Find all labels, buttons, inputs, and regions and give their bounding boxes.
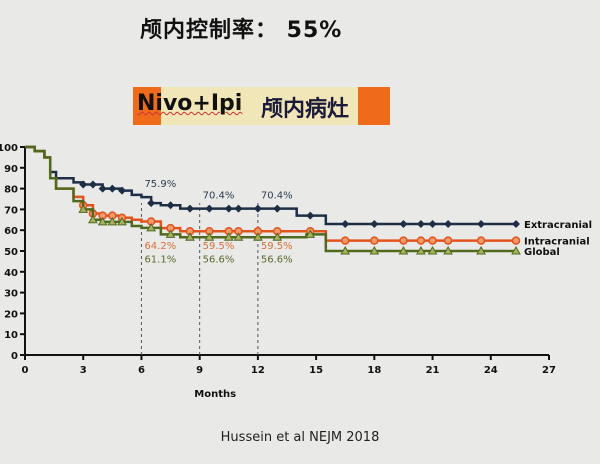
y-tick-label: 30 — [4, 289, 18, 300]
censor-marker — [340, 236, 350, 245]
slide-title: 颅内控制率： 55% — [140, 18, 343, 43]
censor-marker — [398, 245, 409, 255]
censor-marker — [428, 236, 437, 245]
censor-marker — [147, 199, 156, 208]
series-line-global — [25, 145, 517, 253]
censor-marker — [427, 245, 438, 255]
censor-marker — [253, 232, 263, 241]
censor-marker — [166, 201, 175, 210]
annotation-label: 61.1% — [144, 254, 176, 265]
censor-marker — [416, 219, 425, 228]
censor-marker — [117, 216, 127, 226]
censor-marker — [97, 216, 108, 226]
annotation-label: 70.4% — [203, 191, 235, 202]
y-tick-label: 80 — [4, 185, 18, 196]
y-tick-label: 50 — [4, 247, 18, 258]
censor-marker — [165, 229, 176, 238]
censor-marker — [98, 184, 107, 193]
legend-label-extracranial: Extracranial — [524, 220, 592, 231]
x-axis-title: Months — [194, 389, 236, 400]
annotation-label: 56.6% — [203, 254, 235, 265]
censor-marker — [399, 236, 408, 245]
x-tick-label: 0 — [22, 365, 29, 376]
censor-marker — [273, 204, 282, 213]
legend-label-intracranial: Intracranial — [524, 237, 590, 248]
censor-marker — [370, 236, 379, 245]
censor-marker — [476, 245, 486, 255]
censor-marker — [224, 204, 233, 213]
censor-marker — [185, 204, 194, 213]
banner-treatment: Nivo+Ipi — [137, 91, 243, 116]
censor-marker — [511, 236, 521, 245]
banner-subject: 颅内病灶 — [261, 97, 350, 122]
censor-marker — [272, 232, 283, 241]
censor-marker — [399, 219, 408, 228]
y-tick-label: 10 — [4, 330, 18, 341]
censor-marker — [476, 236, 486, 245]
censor-marker — [443, 245, 453, 255]
y-tick-label: 40 — [4, 268, 18, 279]
censor-marker — [305, 229, 316, 238]
x-tick-label: 15 — [309, 365, 323, 376]
citation: Hussein et al NEJM 2018 — [220, 430, 380, 445]
y-tick-label: 20 — [4, 309, 18, 320]
censor-marker — [88, 214, 98, 224]
x-tick-label: 6 — [138, 365, 145, 376]
x-tick-label: 21 — [426, 365, 440, 376]
annotation-label: 64.2% — [144, 241, 176, 252]
censor-marker — [79, 180, 88, 189]
censor-marker — [369, 245, 380, 255]
censor-marker — [416, 236, 426, 245]
censor-marker — [444, 219, 453, 228]
censor-marker — [204, 232, 215, 241]
y-tick-label: 70 — [4, 205, 18, 216]
censor-marker — [477, 219, 486, 228]
censor-marker — [370, 219, 379, 228]
censor-marker — [118, 186, 127, 195]
censor-marker — [223, 232, 234, 241]
censor-marker — [107, 216, 118, 226]
censor-marker — [443, 236, 453, 245]
y-tick-label: 60 — [4, 226, 18, 237]
x-tick-label: 9 — [196, 365, 203, 376]
censor-marker — [512, 219, 521, 228]
x-tick-label: 24 — [484, 365, 498, 376]
legend-label-global: Global — [524, 247, 560, 258]
x-tick-label: 3 — [80, 365, 87, 376]
y-tick-label: 90 — [4, 164, 18, 175]
annotation-label: 56.6% — [261, 254, 293, 265]
censor-marker — [78, 204, 89, 213]
censor-marker — [108, 184, 117, 193]
censor-marker — [428, 219, 437, 228]
banner-accent-left — [133, 87, 161, 125]
annotation-label: 59.5% — [203, 241, 235, 252]
x-tick-label: 18 — [367, 365, 381, 376]
banner-accent-right — [358, 87, 390, 125]
censor-marker — [253, 204, 262, 213]
censor-marker — [88, 180, 97, 189]
censor-marker — [416, 245, 426, 255]
x-tick-label: 12 — [251, 365, 265, 376]
banner: Nivo+Ipi 颅内病灶 — [133, 87, 390, 125]
censor-marker — [146, 222, 157, 232]
censor-marker — [233, 232, 244, 241]
censor-marker — [185, 232, 195, 241]
censor-marker — [205, 204, 214, 213]
censor-marker — [511, 245, 521, 255]
annotation-label: 75.9% — [144, 179, 176, 190]
y-tick-label: 0 — [11, 351, 18, 362]
y-tick-label: 100 — [0, 143, 18, 154]
x-tick-label: 27 — [542, 365, 556, 376]
annotation-label: 70.4% — [261, 191, 293, 202]
censor-marker — [341, 219, 350, 228]
censor-marker — [306, 211, 315, 220]
censor-marker — [340, 245, 351, 255]
annotation-label: 59.5% — [261, 241, 293, 252]
censor-marker — [234, 204, 243, 213]
